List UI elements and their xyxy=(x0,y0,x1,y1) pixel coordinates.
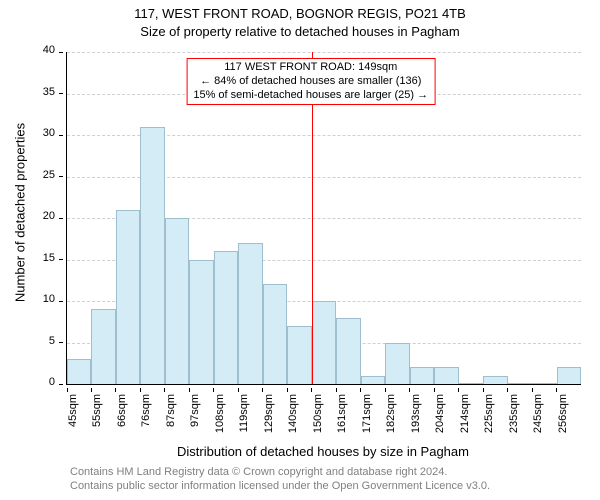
legend-line-1: 117 WEST FRONT ROAD: 149sqm xyxy=(193,61,428,75)
footer-line-1: Contains HM Land Registry data © Crown c… xyxy=(70,466,447,478)
histogram-bar xyxy=(263,284,287,384)
histogram-bar xyxy=(238,243,262,384)
histogram-bar xyxy=(336,318,360,384)
histogram-bar xyxy=(557,367,581,384)
histogram-bar xyxy=(67,359,91,384)
histogram-bar xyxy=(434,367,458,384)
histogram-bar xyxy=(385,343,409,385)
histogram-bar xyxy=(287,326,311,384)
histogram-bar xyxy=(189,260,213,385)
histogram-bar xyxy=(410,367,434,384)
histogram-bar xyxy=(165,218,189,384)
legend-line-3: 15% of semi-detached houses are larger (… xyxy=(193,89,428,103)
histogram-bar xyxy=(532,383,556,384)
histogram-bar xyxy=(312,301,336,384)
x-axis-label: Distribution of detached houses by size … xyxy=(66,444,580,459)
histogram-bar xyxy=(508,383,532,384)
histogram-bar xyxy=(459,383,483,384)
histogram-bar xyxy=(361,376,385,384)
histogram-bar xyxy=(483,376,507,384)
legend-line-2: ← 84% of detached houses are smaller (13… xyxy=(193,75,428,89)
histogram-bar xyxy=(91,309,115,384)
histogram-bar xyxy=(214,251,238,384)
footer-line-2: Contains public sector information licen… xyxy=(70,480,490,492)
chart-subtitle: Size of property relative to detached ho… xyxy=(0,24,600,39)
gridline-h xyxy=(67,52,581,53)
histogram-bar xyxy=(116,210,140,384)
y-axis-label: Number of detached properties xyxy=(13,63,28,363)
histogram-bar xyxy=(140,127,164,384)
chart-title: 117, WEST FRONT ROAD, BOGNOR REGIS, PO21… xyxy=(0,6,600,21)
page-root: 117, WEST FRONT ROAD, BOGNOR REGIS, PO21… xyxy=(0,0,600,500)
marker-legend: 117 WEST FRONT ROAD: 149sqm ← 84% of det… xyxy=(186,58,435,105)
